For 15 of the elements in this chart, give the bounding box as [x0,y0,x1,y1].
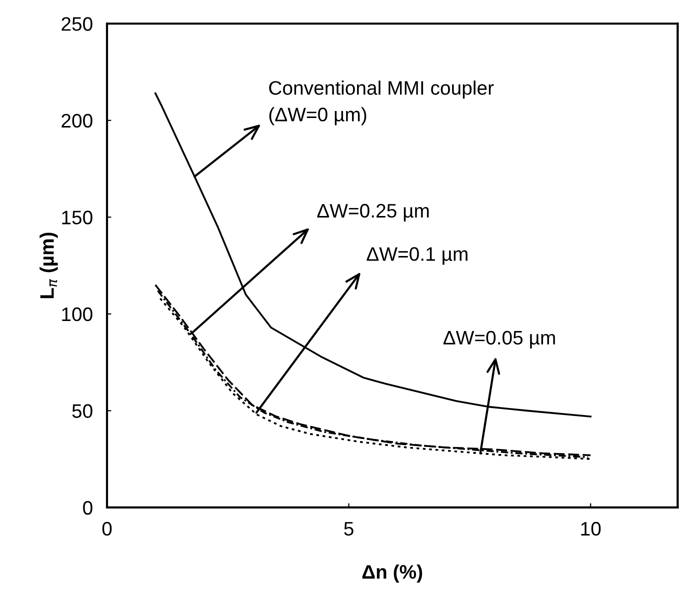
y-axis-title: L$_{π}$ (µm) [40,232,58,298]
annotation: ΔW=0.05 µm [443,330,555,348]
y-tick-label: 250 [62,17,92,31]
y-tick-label: 200 [62,114,92,128]
x-tick-label: 0 [102,522,112,536]
annotation: ΔW=0.25 µm [317,204,429,222]
x-tick-label: 5 [344,522,354,536]
x-tick-label: 10 [581,522,601,536]
y-tick-label: 100 [62,307,92,322]
y-tick-label: 50 [72,404,92,418]
y-tick-label: 150 [62,210,92,224]
annotation: ΔW=0.1 µm [366,247,468,265]
annotation: Conventional MMI coupler (ΔW=0 µm) [269,80,494,126]
y-tick-label: 0 [83,500,92,515]
x-axis-title: Δn (%) [362,564,422,583]
